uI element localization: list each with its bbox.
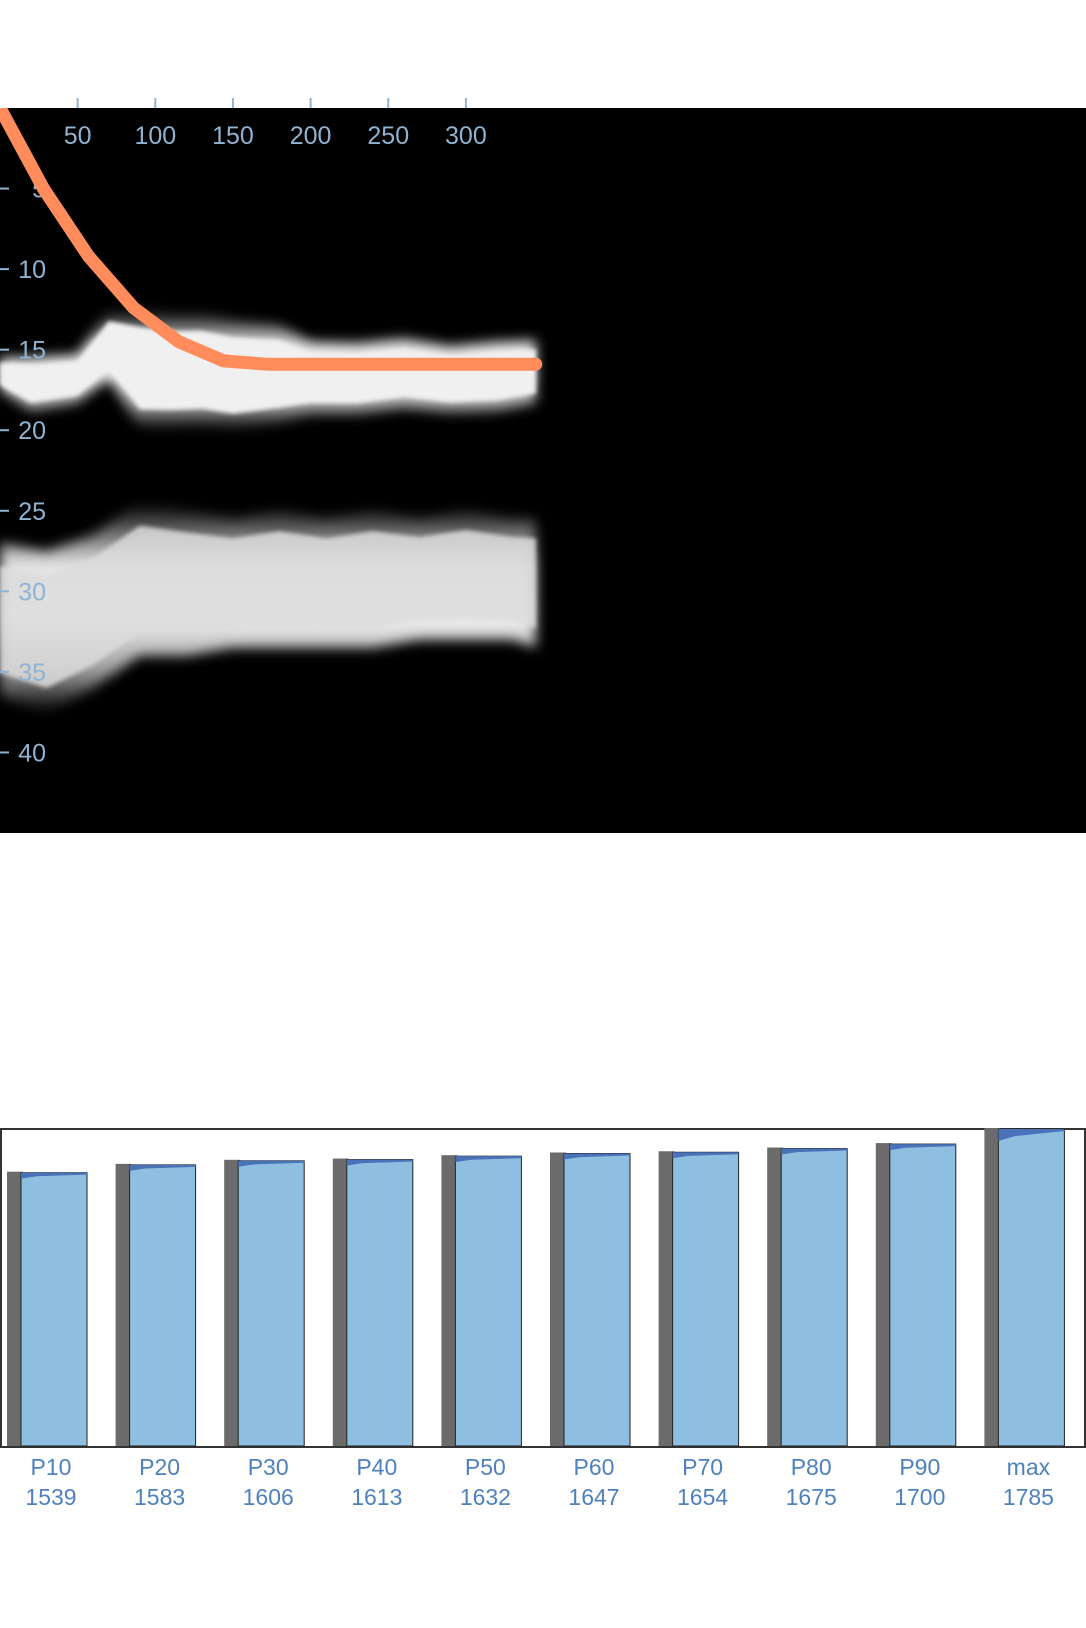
y-tick-label: 40 <box>18 739 46 767</box>
heatmap-chart: 50 100 150 200 250 300 5 10 15 20 25 30 35 40 <box>0 98 1086 833</box>
bar-P70 <box>672 1151 740 1447</box>
category-label: P60 <box>574 1454 615 1480</box>
trend-line <box>0 108 543 371</box>
bar-cap-P70 <box>672 1152 739 1159</box>
bar-shadow <box>224 1159 241 1446</box>
bar-P50 <box>454 1155 522 1447</box>
bar-cap-P40 <box>346 1159 413 1166</box>
bar-max <box>997 1128 1065 1447</box>
bar-value-label: 1613 <box>351 1484 402 1510</box>
bar-P20 <box>129 1164 197 1447</box>
category-label: max <box>1007 1454 1051 1480</box>
x-tick-label: 100 <box>134 122 176 150</box>
x-tick-label: 50 <box>64 122 92 150</box>
bar-cap-P20 <box>129 1164 196 1171</box>
bar-value-label: 1606 <box>243 1484 294 1510</box>
category-label: P80 <box>791 1454 832 1480</box>
bar-shadow <box>767 1147 784 1446</box>
bar-cap-P60 <box>564 1153 630 1160</box>
trend-line-layer <box>0 108 543 371</box>
bar-shadow <box>984 1128 1001 1446</box>
bar-shadow <box>115 1163 132 1446</box>
bar-shadow <box>550 1152 566 1446</box>
bar-value-label: 1539 <box>25 1484 76 1510</box>
bar-value-label: 1700 <box>894 1484 945 1510</box>
y-tick-label: 25 <box>18 498 46 526</box>
bar-layer <box>7 1128 1065 1447</box>
bar-shadow <box>875 1143 892 1446</box>
bar-cap-P30 <box>238 1160 305 1167</box>
bar-value-label: 1583 <box>134 1484 185 1510</box>
y-tick-label: 35 <box>18 659 46 687</box>
bar-value-label: 1632 <box>460 1484 511 1510</box>
category-label: P90 <box>899 1454 940 1480</box>
x-tick-label: 300 <box>445 122 487 150</box>
bar-value-label: 1654 <box>677 1484 728 1510</box>
bar-value-label: 1675 <box>786 1484 837 1510</box>
bar-shadow <box>441 1155 458 1446</box>
plot-background <box>0 108 1086 833</box>
category-label: P50 <box>465 1454 506 1480</box>
y-tick-label: 30 <box>18 578 46 606</box>
bar-cap-P10 <box>21 1172 87 1179</box>
bar-cap-max <box>998 1129 1065 1141</box>
bar-P80 <box>780 1148 848 1447</box>
bar-P40 <box>346 1159 414 1447</box>
bar-cap-P50 <box>455 1156 522 1163</box>
bar-shadow <box>658 1151 675 1446</box>
bar-value-label: 1647 <box>568 1484 619 1510</box>
category-label: P40 <box>356 1454 397 1480</box>
bar-cap-P80 <box>781 1148 848 1155</box>
bar-shadow <box>7 1171 23 1446</box>
heatmap-band-layer <box>0 309 536 713</box>
bar-value-label: 1785 <box>1003 1484 1054 1510</box>
category-label: P10 <box>31 1454 72 1480</box>
x-tick-label: 200 <box>290 122 332 150</box>
y-tick-label: 20 <box>18 417 46 445</box>
bar-cap-P90 <box>889 1144 956 1151</box>
bar-chart-svg: P10 1539 P20 1583 P30 1606 P40 1613 P50 1632 P60 16… <box>0 1128 1086 1510</box>
y-tick-label: 10 <box>18 256 46 284</box>
bar-shadow <box>332 1158 349 1446</box>
bar-P90 <box>889 1143 957 1447</box>
y-tick-label: 15 <box>18 337 46 365</box>
bar-P60 <box>563 1153 631 1447</box>
category-label: P30 <box>248 1454 289 1480</box>
bar-P30 <box>237 1160 305 1447</box>
x-tick-label: 150 <box>212 122 254 150</box>
category-label-layer: P10 1539 P20 1583 P30 1606 P40 1613 P50 1632 P60 16… <box>25 1454 1054 1510</box>
category-label: P20 <box>139 1454 180 1480</box>
x-tick-label: 250 <box>367 122 409 150</box>
bar-chart: P10 1539 P20 1583 P30 1606 P40 1613 P50 1632 P60 16… <box>0 1120 1086 1540</box>
bar-P10 <box>20 1172 88 1447</box>
category-label: P70 <box>682 1454 723 1480</box>
heatmap-band-lower <box>0 525 536 688</box>
